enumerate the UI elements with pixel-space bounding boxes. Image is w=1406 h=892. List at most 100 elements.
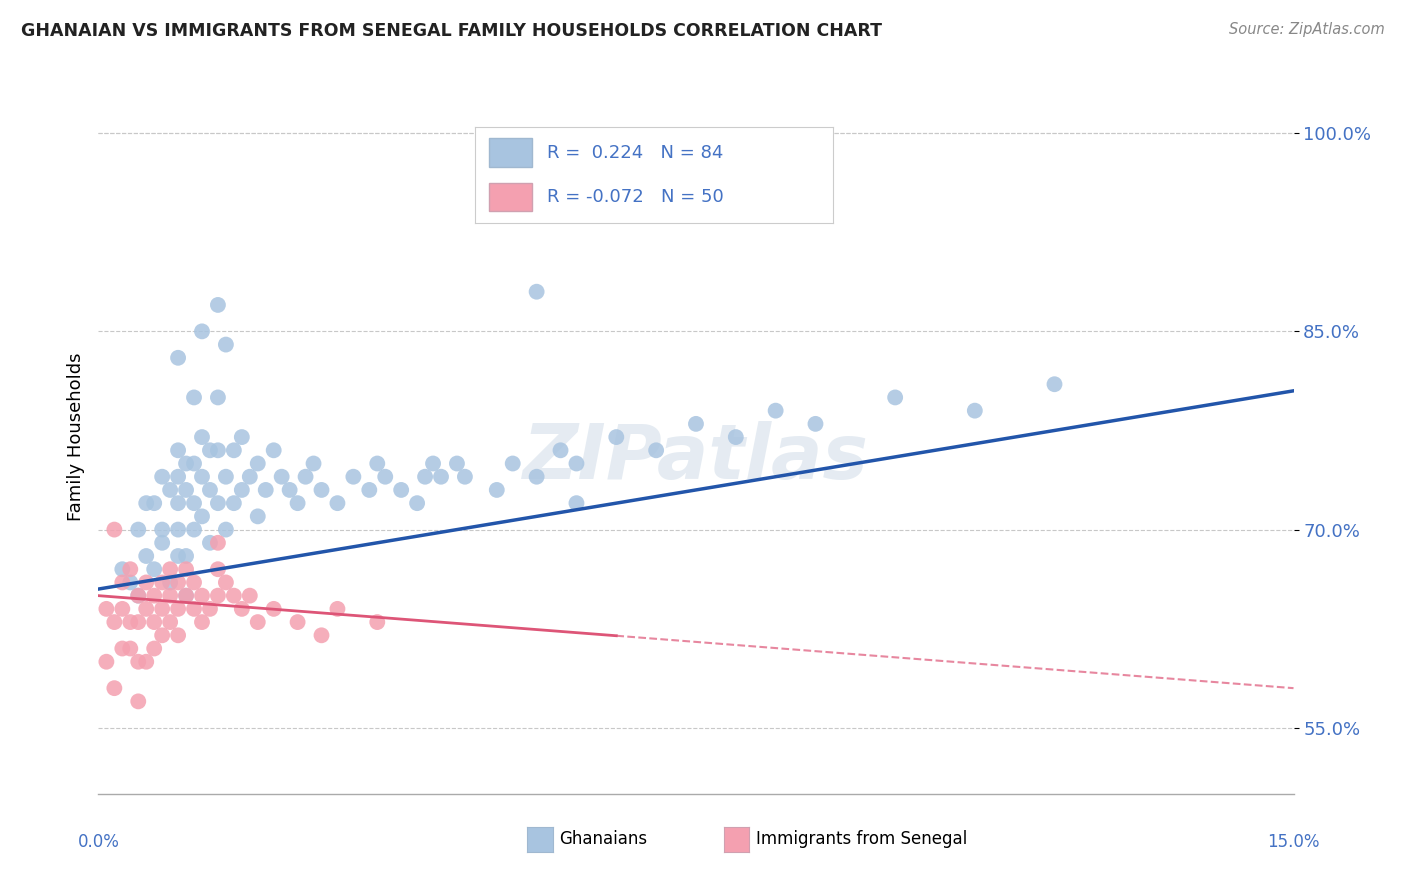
- Point: [127, 589, 149, 603]
- Point: [207, 443, 229, 458]
- Point: [127, 694, 149, 708]
- Point: [215, 469, 238, 483]
- Point: [143, 589, 166, 603]
- Point: [183, 575, 205, 590]
- Point: [127, 655, 149, 669]
- Point: [526, 469, 548, 483]
- Point: [231, 602, 253, 616]
- Point: [127, 589, 149, 603]
- Point: [215, 523, 238, 537]
- Point: [685, 417, 707, 431]
- Point: [159, 483, 181, 497]
- Point: [167, 496, 190, 510]
- Point: [127, 523, 149, 537]
- Text: R =  0.224   N = 84: R = 0.224 N = 84: [547, 144, 723, 161]
- Point: [143, 641, 166, 656]
- Point: [207, 589, 229, 603]
- Point: [111, 641, 134, 656]
- Point: [413, 469, 436, 483]
- Point: [174, 483, 197, 497]
- Point: [963, 403, 986, 417]
- Point: [1043, 377, 1066, 392]
- Text: ZIPatlas: ZIPatlas: [523, 422, 869, 495]
- Point: [222, 496, 245, 510]
- Point: [127, 615, 149, 629]
- Point: [389, 483, 412, 497]
- Point: [150, 536, 173, 550]
- Point: [302, 457, 325, 471]
- Point: [183, 523, 205, 537]
- Point: [135, 602, 157, 616]
- Point: [207, 391, 229, 405]
- Point: [167, 523, 190, 537]
- Point: [502, 457, 524, 471]
- Point: [174, 589, 197, 603]
- Y-axis label: Family Households: Family Households: [66, 353, 84, 521]
- Point: [231, 430, 253, 444]
- Point: [150, 523, 173, 537]
- Point: [174, 589, 197, 603]
- Point: [884, 391, 907, 405]
- Text: Ghanaians: Ghanaians: [560, 830, 648, 848]
- Point: [167, 602, 190, 616]
- Text: Immigrants from Senegal: Immigrants from Senegal: [756, 830, 967, 848]
- Point: [191, 615, 214, 629]
- Point: [565, 496, 588, 510]
- Point: [605, 430, 627, 444]
- Point: [359, 483, 381, 497]
- Point: [191, 469, 214, 483]
- Point: [246, 509, 269, 524]
- Point: [135, 496, 157, 510]
- Point: [120, 562, 142, 576]
- Point: [150, 469, 173, 483]
- Text: Source: ZipAtlas.com: Source: ZipAtlas.com: [1229, 22, 1385, 37]
- Point: [159, 562, 181, 576]
- Point: [724, 430, 747, 444]
- Point: [311, 628, 333, 642]
- Point: [485, 483, 508, 497]
- Point: [135, 549, 157, 563]
- Point: [804, 417, 827, 431]
- Text: R = -0.072   N = 50: R = -0.072 N = 50: [547, 188, 723, 206]
- Point: [311, 483, 333, 497]
- Point: [198, 443, 221, 458]
- Point: [111, 575, 134, 590]
- Point: [159, 589, 181, 603]
- Point: [111, 562, 134, 576]
- Point: [254, 483, 277, 497]
- Point: [326, 602, 349, 616]
- Point: [167, 575, 190, 590]
- Point: [366, 615, 388, 629]
- Point: [287, 496, 309, 510]
- Point: [135, 655, 157, 669]
- Point: [159, 575, 181, 590]
- Point: [231, 483, 253, 497]
- Point: [765, 403, 787, 417]
- Point: [96, 655, 118, 669]
- Point: [167, 351, 190, 365]
- Point: [191, 509, 214, 524]
- Point: [191, 589, 214, 603]
- Point: [207, 536, 229, 550]
- Point: [430, 469, 453, 483]
- Point: [270, 469, 292, 483]
- Point: [159, 615, 181, 629]
- Point: [278, 483, 301, 497]
- Point: [120, 575, 142, 590]
- Point: [246, 615, 269, 629]
- Point: [263, 443, 285, 458]
- Point: [366, 457, 388, 471]
- Point: [167, 443, 190, 458]
- Point: [120, 641, 142, 656]
- Point: [374, 469, 396, 483]
- Point: [207, 562, 229, 576]
- Point: [565, 457, 588, 471]
- Point: [111, 602, 134, 616]
- Point: [143, 496, 166, 510]
- Text: GHANAIAN VS IMMIGRANTS FROM SENEGAL FAMILY HOUSEHOLDS CORRELATION CHART: GHANAIAN VS IMMIGRANTS FROM SENEGAL FAMI…: [21, 22, 882, 40]
- Point: [446, 457, 468, 471]
- Point: [222, 589, 245, 603]
- Point: [174, 562, 197, 576]
- Text: 0.0%: 0.0%: [77, 833, 120, 851]
- Point: [167, 628, 190, 642]
